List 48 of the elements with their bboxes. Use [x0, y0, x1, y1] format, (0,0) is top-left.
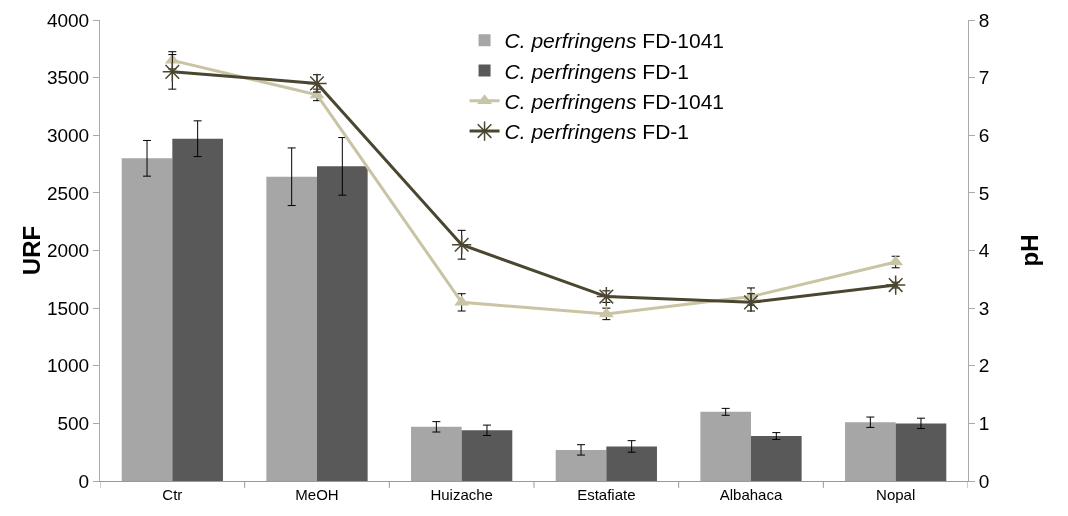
y-tick-label: 3000 [46, 124, 90, 146]
y-tick-label: 1500 [46, 297, 90, 319]
x-tick-label: Nopal [876, 486, 916, 503]
bar [555, 449, 607, 481]
y2-tick-label: 3 [978, 297, 990, 319]
y2-tick-label: 6 [978, 124, 990, 146]
y2-tick-label: 4 [978, 240, 990, 262]
y-tick-label: 2000 [46, 240, 90, 262]
x-tick-label: Huizache [430, 486, 493, 503]
x-tick-label: MeOH [295, 486, 339, 503]
legend-label: C. perfringens FD-1 [504, 59, 689, 83]
bar [845, 422, 896, 481]
y-tick-label: 0 [78, 470, 90, 492]
bar [700, 411, 751, 481]
x-tick-label: Ctr [162, 486, 183, 503]
x-tick-label: Albahaca [719, 486, 783, 503]
point [740, 292, 762, 313]
point [451, 234, 473, 256]
y2-axis-title: pH [1016, 234, 1043, 267]
bar [895, 423, 947, 481]
y-axis-title: URF [17, 225, 45, 276]
point [161, 61, 183, 83]
bar [411, 426, 462, 481]
bar [606, 446, 657, 481]
bar [317, 166, 368, 481]
y-tick-label: 2500 [46, 182, 90, 204]
y2-tick-label: 2 [978, 355, 990, 377]
bar [751, 436, 802, 481]
y-tick-label: 3500 [46, 67, 90, 89]
y2-tick-label: 1 [978, 413, 990, 435]
y-tick-label: 1000 [46, 355, 90, 377]
y-tick-label: 500 [57, 413, 90, 435]
x-tick-label: Estafiate [577, 486, 636, 503]
bar [172, 138, 223, 481]
y2-tick-label: 7 [978, 67, 990, 89]
legend-label: C. perfringens FD-1 [504, 120, 689, 144]
legend-label: C. perfringens FD-1041 [504, 89, 725, 113]
y2-tick-label: 0 [978, 470, 990, 492]
point [595, 286, 617, 307]
point [306, 73, 328, 94]
legend-label: C. perfringens FD-1041 [504, 29, 725, 53]
y-tick-label: 4000 [46, 9, 90, 31]
y2-tick-label: 8 [978, 9, 990, 31]
bar [461, 430, 513, 481]
y2-tick-label: 5 [978, 182, 990, 204]
point [885, 274, 907, 296]
bar [266, 176, 317, 481]
bar [121, 158, 173, 481]
